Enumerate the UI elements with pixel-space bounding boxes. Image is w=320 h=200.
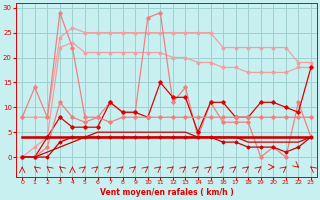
X-axis label: Vent moyen/en rafales ( km/h ): Vent moyen/en rafales ( km/h ) (100, 188, 234, 197)
